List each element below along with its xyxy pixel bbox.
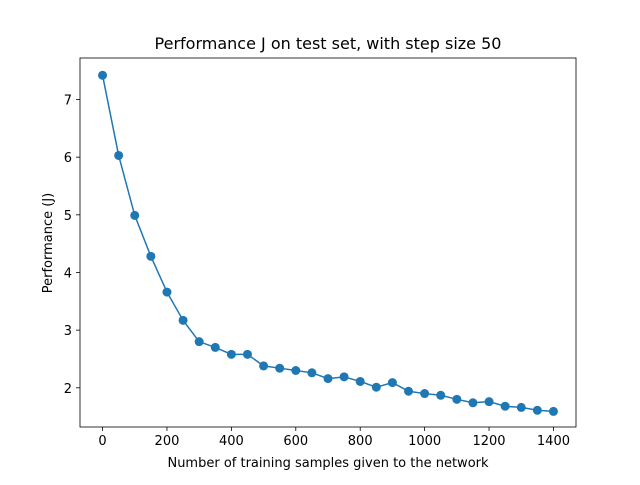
data-point: [484, 397, 494, 407]
data-point: [130, 210, 140, 220]
data-point: [210, 342, 220, 352]
y-tick-label: 3: [64, 324, 72, 339]
series-layer: [98, 70, 558, 416]
data-point: [339, 372, 349, 382]
data-point: [404, 386, 414, 396]
data-point: [291, 365, 301, 375]
data-point: [194, 337, 204, 347]
y-tick-label: 7: [64, 94, 72, 109]
data-point: [146, 251, 156, 261]
data-point: [162, 287, 172, 297]
x-axis-ticks: 0 200 400 600 800 1000 1200 1400: [98, 427, 570, 449]
x-tick-label: 1000: [408, 434, 441, 449]
data-point: [226, 349, 236, 359]
data-point: [420, 389, 430, 399]
y-axis-ticks: 2 3 4 5 6 7: [64, 94, 80, 397]
x-tick-label: 200: [155, 434, 180, 449]
data-point: [516, 402, 526, 412]
data-point: [242, 349, 252, 359]
x-tick-label: 0: [98, 434, 106, 449]
data-point: [355, 376, 365, 386]
y-tick-label: 5: [64, 209, 72, 224]
axes-frame: [79, 57, 577, 428]
chart-title: Performance J on test set, with step siz…: [155, 34, 502, 53]
data-point: [452, 394, 462, 404]
data-point: [548, 406, 558, 416]
data-point: [98, 70, 108, 80]
data-point: [371, 382, 381, 392]
x-tick-label: 800: [348, 434, 373, 449]
x-tick-label: 400: [219, 434, 244, 449]
data-point: [114, 150, 124, 160]
data-point: [323, 374, 333, 384]
y-axis-label: Performance (J): [41, 193, 56, 294]
x-tick-label: 1400: [537, 434, 570, 449]
data-point: [436, 390, 446, 400]
data-point: [387, 378, 397, 388]
x-tick-label: 600: [283, 434, 308, 449]
y-tick-label: 4: [64, 266, 72, 281]
x-axis-label: Number of training samples given to the …: [167, 456, 489, 471]
x-tick-label: 1200: [472, 434, 505, 449]
data-point: [468, 398, 478, 408]
data-point: [259, 361, 269, 371]
data-point: [500, 401, 510, 411]
data-point: [307, 368, 317, 378]
data-point: [178, 315, 188, 325]
y-tick-label: 6: [64, 151, 72, 166]
y-tick-label: 2: [64, 382, 72, 397]
data-point: [532, 405, 542, 415]
data-point: [275, 363, 285, 373]
